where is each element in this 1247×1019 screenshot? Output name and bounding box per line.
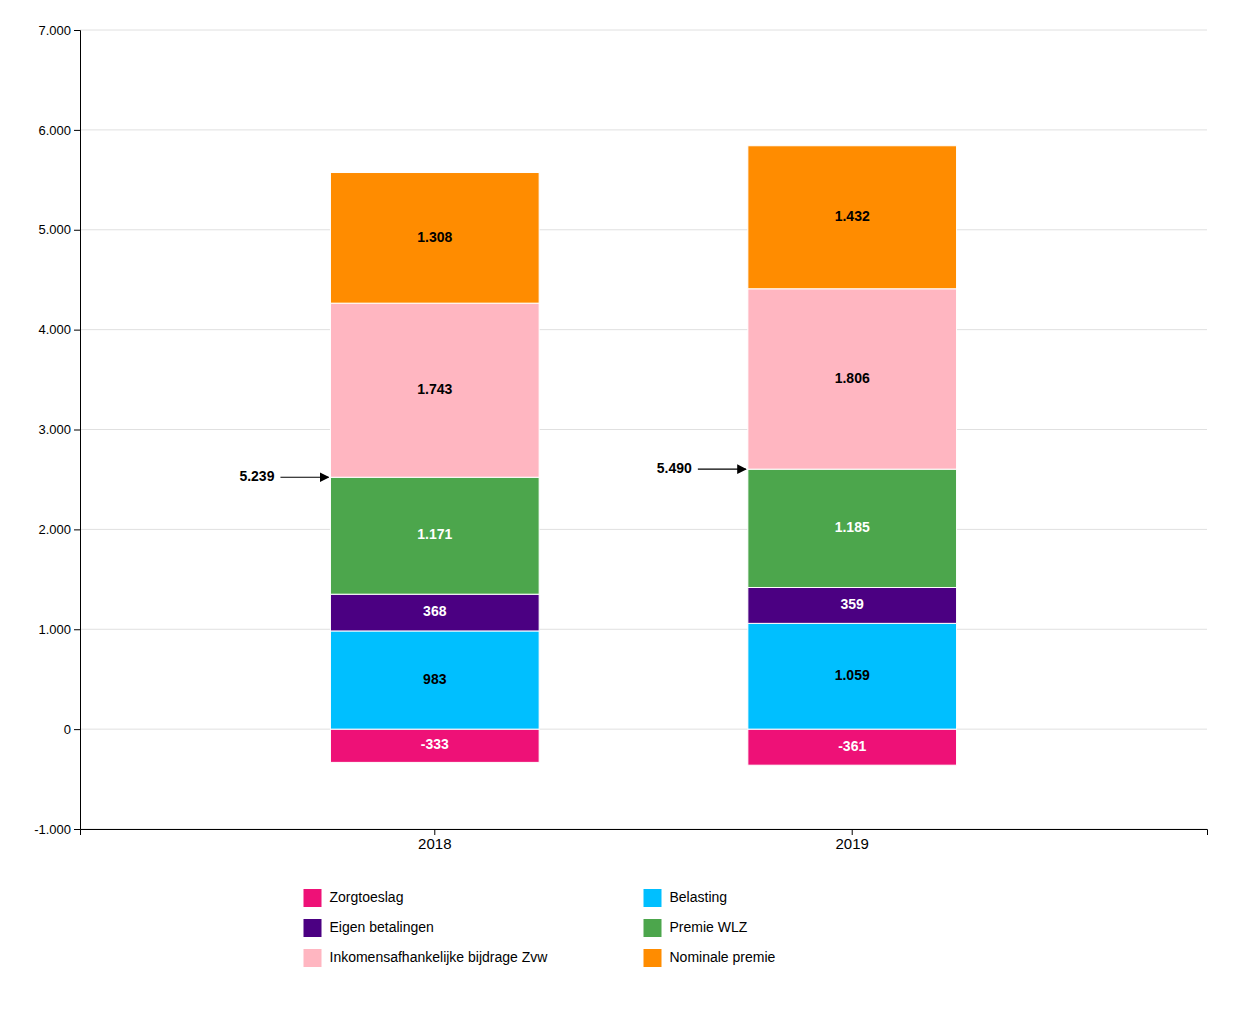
tick-label: 2018 <box>418 835 451 852</box>
legend-item: Inkomensafhankelijke bijdrage Zvw <box>304 949 549 967</box>
x-tick: 2018 <box>418 829 451 852</box>
grid-line <box>80 729 1207 730</box>
data-label: 1.432 <box>835 208 870 224</box>
legend-swatch <box>304 919 322 937</box>
grid-line <box>80 429 1207 430</box>
legend-item: Eigen betalingen <box>304 919 434 937</box>
y-tick: 0 <box>64 722 80 737</box>
annotation-arrow <box>280 477 328 478</box>
chart: -333 -361 983 1.059 368 359 1.171 1.185 1.743 1.8… <box>0 0 1247 1019</box>
legend-item: Nominale premie <box>644 949 776 967</box>
legend-label: Belasting <box>670 889 728 905</box>
y-tick: 2.000 <box>38 522 80 537</box>
tick-mark <box>74 629 80 630</box>
tick-label: 1.000 <box>38 622 71 637</box>
legend-label: Eigen betalingen <box>330 919 434 935</box>
tick-label: 3.000 <box>38 422 71 437</box>
data-label: 368 <box>423 603 447 619</box>
grid-line <box>80 629 1207 630</box>
bar-segment <box>330 303 539 477</box>
legend-item: Zorgtoeslag <box>304 889 404 907</box>
tick-mark <box>74 330 80 331</box>
tick-label: 0 <box>64 722 71 737</box>
tick-mark <box>74 30 80 31</box>
data-label: 1.171 <box>417 526 452 542</box>
bar-segment <box>748 146 957 289</box>
bar-segment <box>748 469 957 587</box>
tick-mark <box>74 130 80 131</box>
legend-swatch <box>304 949 322 967</box>
annotation-arrow <box>698 469 746 470</box>
data-label: 1.308 <box>417 229 452 245</box>
legend-item: Premie WLZ <box>644 919 748 937</box>
bar-segment <box>748 623 957 729</box>
grid <box>80 30 1207 829</box>
tick-label: 4.000 <box>38 322 71 337</box>
legend-label: Nominale premie <box>670 949 776 965</box>
axis-line <box>74 31 81 830</box>
annotation: 5.239 <box>239 468 274 484</box>
annotation: 5.490 <box>657 460 692 476</box>
y-tick: 6.000 <box>38 123 80 138</box>
tick-mark <box>74 430 80 431</box>
data-labels: -333 -361 983 1.059 368 359 1.171 1.185 1.743 1.8… <box>417 208 870 754</box>
data-label: 1.185 <box>835 519 870 535</box>
y-tick: 1.000 <box>38 622 80 637</box>
y-tick: 3.000 <box>38 422 80 437</box>
bar-segment <box>330 477 539 594</box>
grid-line <box>80 30 1207 31</box>
data-label: 359 <box>841 596 865 612</box>
grid-line <box>80 329 1207 330</box>
bar-segment <box>330 631 539 729</box>
grid-line <box>80 229 1207 230</box>
data-label: -361 <box>838 738 866 754</box>
bar-segment <box>330 594 539 631</box>
legend-label: Zorgtoeslag <box>330 889 404 905</box>
bar-segment <box>748 729 957 765</box>
data-label: 1.806 <box>835 370 870 386</box>
tick-mark <box>74 529 80 530</box>
legend-label: Inkomensafhankelijke bijdrage Zvw <box>330 949 549 965</box>
bar-segment <box>330 173 539 304</box>
tick-mark <box>74 729 80 730</box>
bar-segment <box>748 588 957 624</box>
tick-label: 2.000 <box>38 522 71 537</box>
x-tick: 2019 <box>836 829 869 852</box>
tick-label: 2019 <box>836 835 869 852</box>
annotations: 5.239 5.490 <box>239 460 745 484</box>
legend-swatch <box>644 949 662 967</box>
legend-swatch <box>644 889 662 907</box>
legend: Zorgtoeslag Belasting Eigen betalingen Prem… <box>304 889 776 967</box>
data-label: 1.059 <box>835 667 870 683</box>
y-tick: 4.000 <box>38 322 80 337</box>
y-tick: 7.000 <box>38 23 80 38</box>
data-label: -333 <box>421 736 449 752</box>
tick-mark <box>74 230 80 231</box>
legend-swatch <box>644 919 662 937</box>
legend-swatch <box>304 889 322 907</box>
bar-segment <box>748 289 957 469</box>
tick-mark <box>74 829 80 830</box>
grid-line <box>80 529 1207 530</box>
bars <box>330 146 956 765</box>
x-axis: 2018 2019 <box>81 829 1208 852</box>
data-label: 1.743 <box>417 381 452 397</box>
data-label: 983 <box>423 671 447 687</box>
legend-label: Premie WLZ <box>670 919 748 935</box>
tick-label: 6.000 <box>38 123 71 138</box>
y-axis: -1.000 0 1.000 2.000 3.000 4.000 5.000 6.000 7.0… <box>34 23 80 837</box>
bar-segment <box>330 729 539 762</box>
grid-line <box>80 129 1207 130</box>
tick-label: 7.000 <box>38 23 71 38</box>
tick-label: -1.000 <box>34 822 71 837</box>
plot: -333 -361 983 1.059 368 359 1.171 1.185 1.743 1.8… <box>34 23 1207 852</box>
y-tick: -1.000 <box>34 822 80 837</box>
axis-line <box>81 830 1208 836</box>
tick-label: 5.000 <box>38 222 71 237</box>
legend-item: Belasting <box>644 889 728 907</box>
y-tick: 5.000 <box>38 222 80 237</box>
